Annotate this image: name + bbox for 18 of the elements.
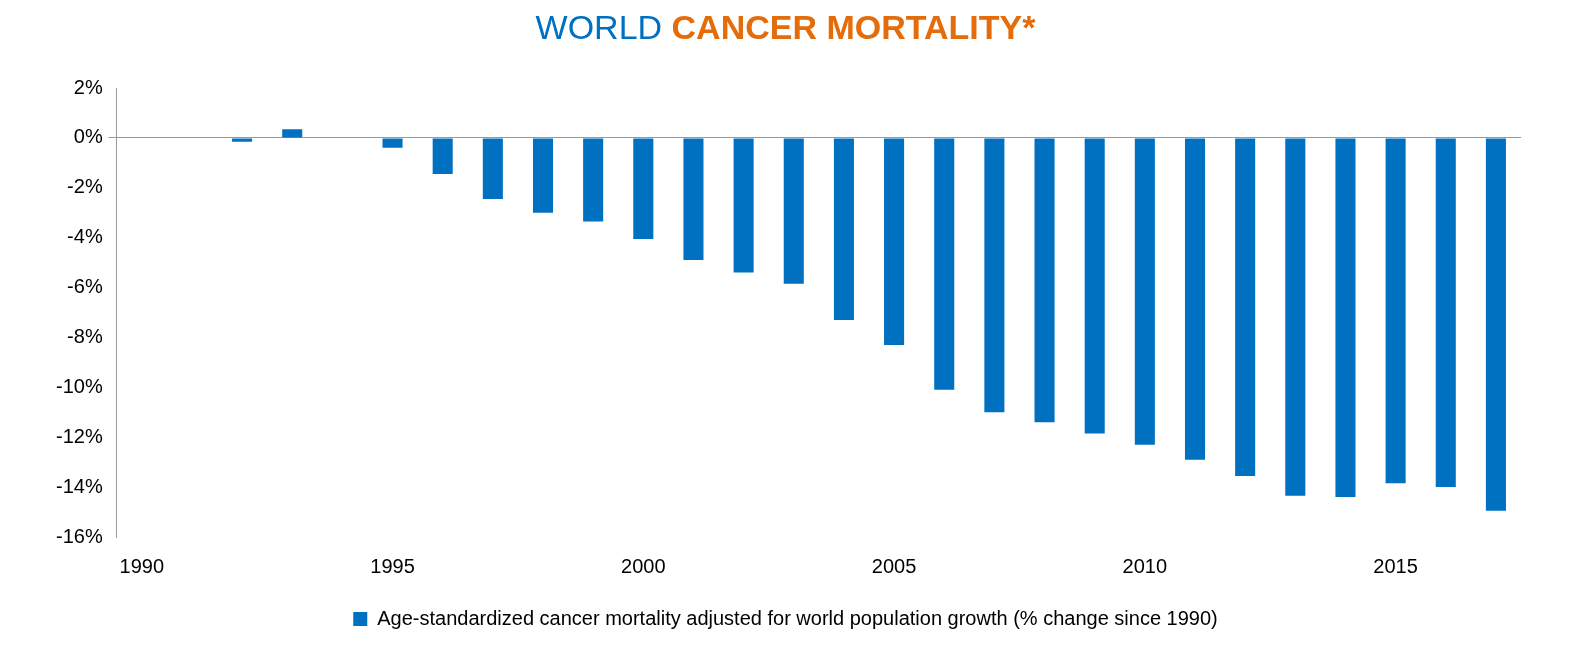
legend-label: Age-standardized cancer mortality adjusted for world population growth (% change since 1990) xyxy=(377,606,1218,629)
x-tick-label: 2000 xyxy=(621,554,666,577)
y-tick-label: -8% xyxy=(67,324,103,347)
y-tick-label: 2% xyxy=(73,75,103,98)
y-tick-label: -12% xyxy=(55,424,103,447)
x-tick-label: 2010 xyxy=(1122,554,1168,577)
x-tick-label: 2015 xyxy=(1373,554,1418,577)
y-tick-label: -14% xyxy=(55,474,103,497)
x-tick-label: 1995 xyxy=(370,554,415,577)
y-tick-label: -10% xyxy=(55,374,103,397)
chart-title: WORLD CANCER MORTALITY* xyxy=(534,8,1037,47)
y-tick-label: -16% xyxy=(55,524,103,547)
y-tick-label: -6% xyxy=(67,275,103,298)
x-tick-label: 2005 xyxy=(871,554,917,577)
y-tick-label: 0% xyxy=(73,125,103,148)
x-tick-label: 1990 xyxy=(119,554,165,577)
y-tick-label: -2% xyxy=(67,175,103,198)
y-tick-label: -4% xyxy=(67,225,103,248)
